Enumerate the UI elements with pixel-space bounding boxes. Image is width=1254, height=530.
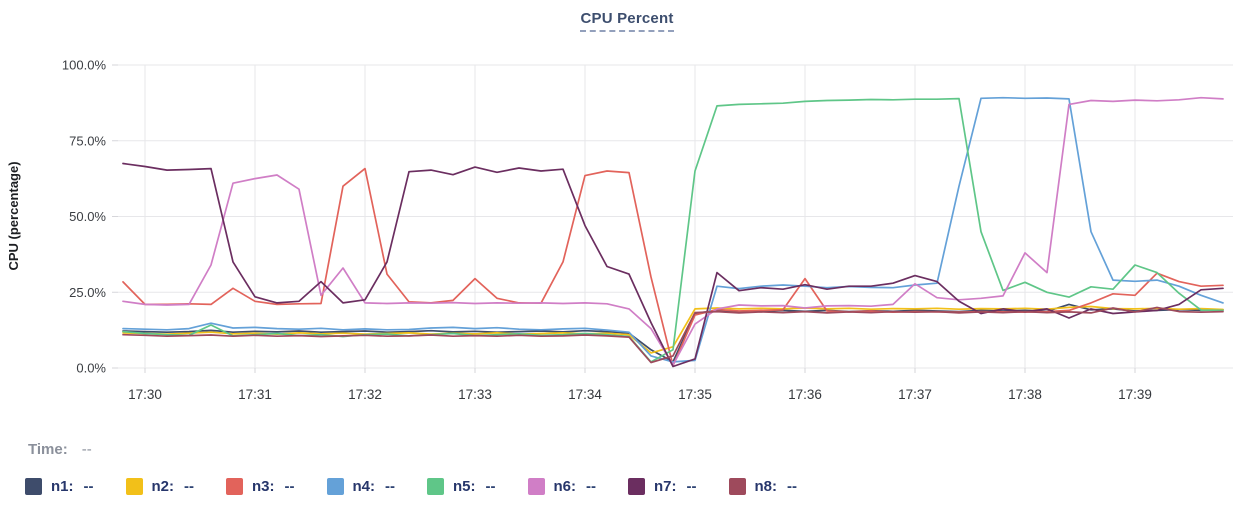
y-axis-tick-labels: 100.0% 75.0% 50.0% 25.0% 0.0% [62,58,107,376]
panel-title[interactable]: CPU Percent [580,10,674,32]
x-axis-tick-labels: 17:30 17:31 17:32 17:33 17:34 17:35 17:36 17:37… [128,387,1152,402]
legend-label: n3: [252,478,275,495]
line-n8 [122,306,1224,364]
axis-ticks [112,64,1136,373]
legend-value: -- [184,478,194,495]
n5-swatch-icon [427,478,444,495]
svg-text:100.0%: 100.0% [62,58,107,73]
legend-item-n8[interactable]: n8: -- [728,478,797,495]
time-value: -- [81,441,92,458]
legend-value: -- [385,478,395,495]
svg-text:17:35: 17:35 [678,387,712,402]
legend-label: n1: [51,478,74,495]
svg-text:17:31: 17:31 [238,387,272,402]
legend-value: -- [586,478,596,495]
legend-value: -- [83,478,94,495]
svg-text:17:38: 17:38 [1008,387,1042,402]
series-lines [122,96,1224,368]
legend-item-n6[interactable]: n6: -- [527,478,596,495]
legend-label: n7: [654,478,677,495]
legend-label: n6: [553,478,577,495]
n1-swatch-icon [25,478,42,495]
legend-item-n3[interactable]: n3: -- [226,478,295,495]
n7-swatch-icon [628,478,645,495]
legend-label: n2: [151,478,175,495]
svg-text:17:33: 17:33 [458,387,492,402]
line-n5 [122,97,1224,363]
svg-text:75.0%: 75.0% [69,133,106,148]
n2-swatch-icon [125,478,143,495]
svg-text:17:39: 17:39 [1118,387,1152,402]
n3-swatch-icon [226,478,243,495]
legend-item-n5[interactable]: n5: -- [427,478,496,495]
legend-value: -- [686,478,697,495]
time-label: Time: [28,441,68,458]
cpu-percent-chart[interactable]: 100.0%75.0%50.0%25.0%0.0% 17:30 17:31 17:3… [0,0,1254,430]
svg-text:17:34: 17:34 [568,387,602,402]
legend-item-n7[interactable]: n7: -- [628,478,697,495]
n4-swatch-icon [326,478,344,495]
legend-item-n1[interactable]: n1: -- [25,478,94,495]
legend-item-n2[interactable]: n2: -- [125,478,194,495]
svg-text:25.0%: 25.0% [69,285,106,300]
legend-label: n8: [754,478,778,495]
svg-text:17:37: 17:37 [898,387,932,402]
line-n4 [122,96,1224,363]
y-axis-title: CPU (percentage) [6,161,21,270]
legend-value: -- [787,478,797,495]
svg-text:17:32: 17:32 [348,387,382,402]
legend-label: n4: [352,478,376,495]
line-n7 [122,162,1224,368]
hover-time-readout: Time: -- [28,441,92,458]
svg-text:50.0%: 50.0% [69,209,106,224]
svg-text:0.0%: 0.0% [76,361,106,376]
n6-swatch-icon [527,478,545,495]
legend-value: -- [284,478,295,495]
legend-item-n4[interactable]: n4: -- [326,478,395,495]
chart-legend: n1: -- n2: -- n3: -- n4: -- n5: -- n6: -… [25,478,829,495]
line-n6 [122,96,1224,366]
legend-label: n5: [453,478,476,495]
svg-text:17:30: 17:30 [128,387,162,402]
svg-text:17:36: 17:36 [788,387,822,402]
n8-swatch-icon [728,478,746,495]
legend-value: -- [485,478,496,495]
